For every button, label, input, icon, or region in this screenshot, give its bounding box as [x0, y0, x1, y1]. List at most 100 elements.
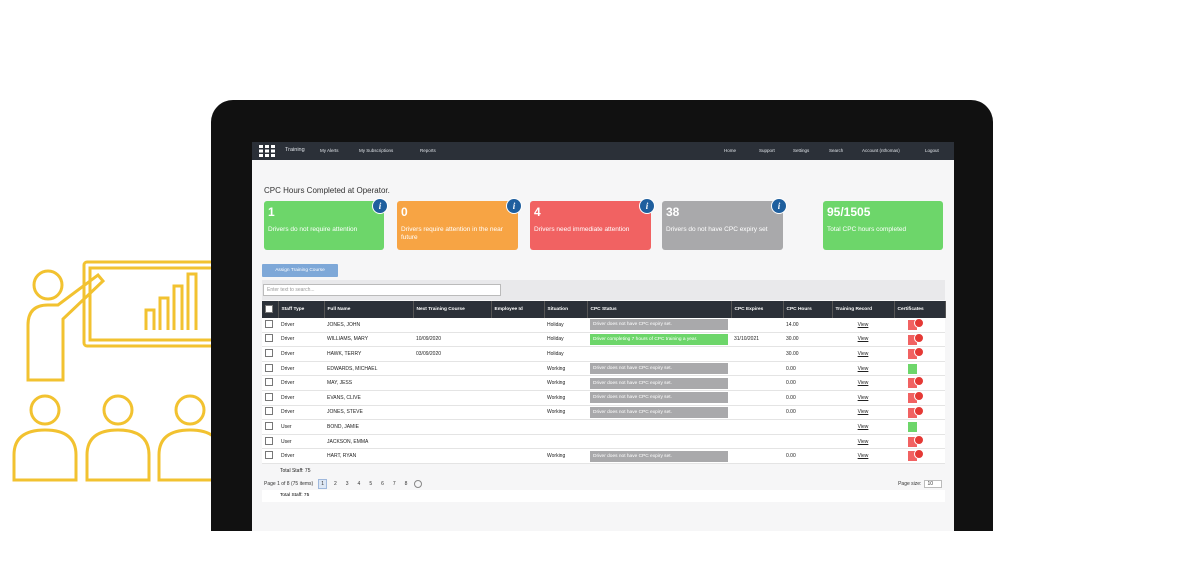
view-link[interactable]: View	[857, 409, 869, 416]
cell: Driver	[278, 405, 324, 421]
cell: View	[832, 419, 894, 435]
cell	[491, 390, 544, 406]
cell: Driver does not have CPC expiry set.	[587, 390, 731, 406]
nav-link[interactable]: Account (nthomas)	[862, 148, 900, 153]
nav-link[interactable]: Logout	[925, 148, 939, 153]
staff-type: Driver	[281, 394, 295, 401]
view-link[interactable]: View	[857, 453, 869, 460]
info-icon[interactable]: i	[372, 198, 388, 214]
checkbox[interactable]	[265, 319, 273, 328]
page-size-select[interactable]: 10	[924, 480, 942, 488]
certificate-badge	[914, 332, 924, 343]
column-header: Training Record	[832, 301, 895, 318]
apps-icon[interactable]	[258, 144, 276, 158]
next-page[interactable]	[414, 479, 423, 488]
table-row: Driver HART, RYAN Working Driver does not h…	[262, 448, 945, 464]
view-link[interactable]: View	[857, 423, 869, 430]
certificate-flag[interactable]	[908, 451, 917, 462]
nav-link[interactable]: Reports	[420, 148, 436, 153]
situation: Working	[547, 394, 566, 401]
checkbox[interactable]	[265, 436, 273, 445]
brand[interactable]: Training	[285, 147, 305, 153]
checkbox[interactable]	[265, 304, 273, 313]
full-name: WILLIAMS, MARY	[327, 336, 369, 343]
checkbox[interactable]	[265, 392, 273, 401]
cell: 0.00	[783, 375, 832, 391]
checkbox[interactable]	[265, 334, 273, 343]
cell: View	[832, 390, 894, 406]
checkbox[interactable]	[265, 451, 273, 460]
certificate-badge	[914, 405, 924, 416]
cpc-status: Driver does not have CPC expiry set.	[590, 377, 728, 389]
total-cell: Total Staff: 75	[262, 463, 945, 478]
page-number[interactable]: 3	[345, 481, 349, 487]
cell: 0.00	[783, 448, 832, 464]
checkbox[interactable]	[265, 348, 273, 357]
cpc-expires: 31/10/2021	[734, 336, 760, 343]
staff-type: Driver	[281, 453, 295, 460]
certificate-flag[interactable]	[908, 334, 917, 345]
table-row: Driver WILLIAMS, MARY 10/09/2020 Holiday Dri…	[262, 332, 945, 348]
card-text: Drivers do not have CPC expiry set	[666, 226, 768, 233]
cell: 0.00	[783, 405, 832, 421]
info-icon[interactable]: i	[506, 198, 522, 214]
column-header: Certificates	[894, 301, 946, 318]
cell: View	[832, 361, 894, 377]
checkbox[interactable]	[265, 421, 273, 430]
cell: 0.00	[783, 361, 832, 377]
page-number[interactable]: 5	[369, 481, 373, 487]
nav-link[interactable]: My Alerts	[320, 148, 339, 153]
cell	[894, 448, 945, 464]
situation: Working	[547, 380, 566, 387]
cell	[894, 390, 945, 406]
page-number[interactable]: 7	[392, 481, 396, 487]
search-input[interactable]: Enter text to search...	[263, 284, 501, 296]
cell: JONES, JOHN	[324, 318, 413, 333]
nav-link[interactable]: Home	[724, 148, 737, 153]
nav-link[interactable]: Support	[759, 148, 775, 153]
view-link[interactable]: View	[857, 336, 869, 343]
row-select	[262, 390, 278, 406]
info-icon[interactable]: i	[771, 198, 787, 214]
checkbox[interactable]	[265, 378, 273, 387]
staff-type: Driver	[281, 380, 295, 387]
nav-link[interactable]: My Subscriptions	[359, 148, 394, 153]
page-number[interactable]: 1	[318, 479, 327, 489]
cell: Driver	[278, 318, 324, 333]
nav-link[interactable]: Settings	[793, 148, 810, 153]
checkbox[interactable]	[265, 363, 273, 372]
nav-link[interactable]: Search	[829, 148, 844, 153]
page-number[interactable]: 8	[404, 481, 408, 487]
view-link[interactable]: View	[857, 350, 869, 357]
table-row: Driver EDWARDS, MICHAEL Working Driver does…	[262, 361, 945, 377]
view-link[interactable]: View	[857, 365, 869, 372]
screen: Training My Alerts My Subscriptions Report…	[252, 142, 954, 531]
cell: Driver	[278, 448, 324, 464]
certificate-flag[interactable]	[908, 407, 917, 418]
full-name: JACKSON, EMMA	[327, 438, 369, 445]
certificate-flag[interactable]	[908, 422, 917, 433]
page-number[interactable]: 4	[357, 481, 361, 487]
certificate-flag[interactable]	[908, 363, 917, 374]
info-icon[interactable]: i	[639, 198, 655, 214]
certificate-flag[interactable]	[908, 392, 917, 403]
situation: Holiday	[547, 321, 564, 328]
cell	[491, 332, 544, 348]
certificate-flag[interactable]	[908, 378, 917, 389]
table-row: User BOND, JAMIE View	[262, 419, 945, 435]
cell	[413, 390, 491, 406]
certificate-flag[interactable]	[908, 320, 917, 330]
full-name: BOND, JAMIE	[327, 423, 359, 430]
view-link[interactable]: View	[857, 438, 869, 445]
cpc-hours: 30.00	[786, 350, 799, 357]
page-number[interactable]: 6	[381, 481, 384, 487]
checkbox[interactable]	[265, 407, 273, 416]
view-link[interactable]: View	[857, 380, 869, 387]
certificate-flag[interactable]	[908, 436, 917, 447]
page-number[interactable]: 2	[333, 481, 337, 487]
row-select	[262, 375, 278, 391]
view-link[interactable]: View	[857, 321, 869, 328]
certificate-flag[interactable]	[908, 349, 917, 360]
view-link[interactable]: View	[857, 394, 869, 401]
assign-button[interactable]: Assign Training Course	[262, 264, 338, 277]
